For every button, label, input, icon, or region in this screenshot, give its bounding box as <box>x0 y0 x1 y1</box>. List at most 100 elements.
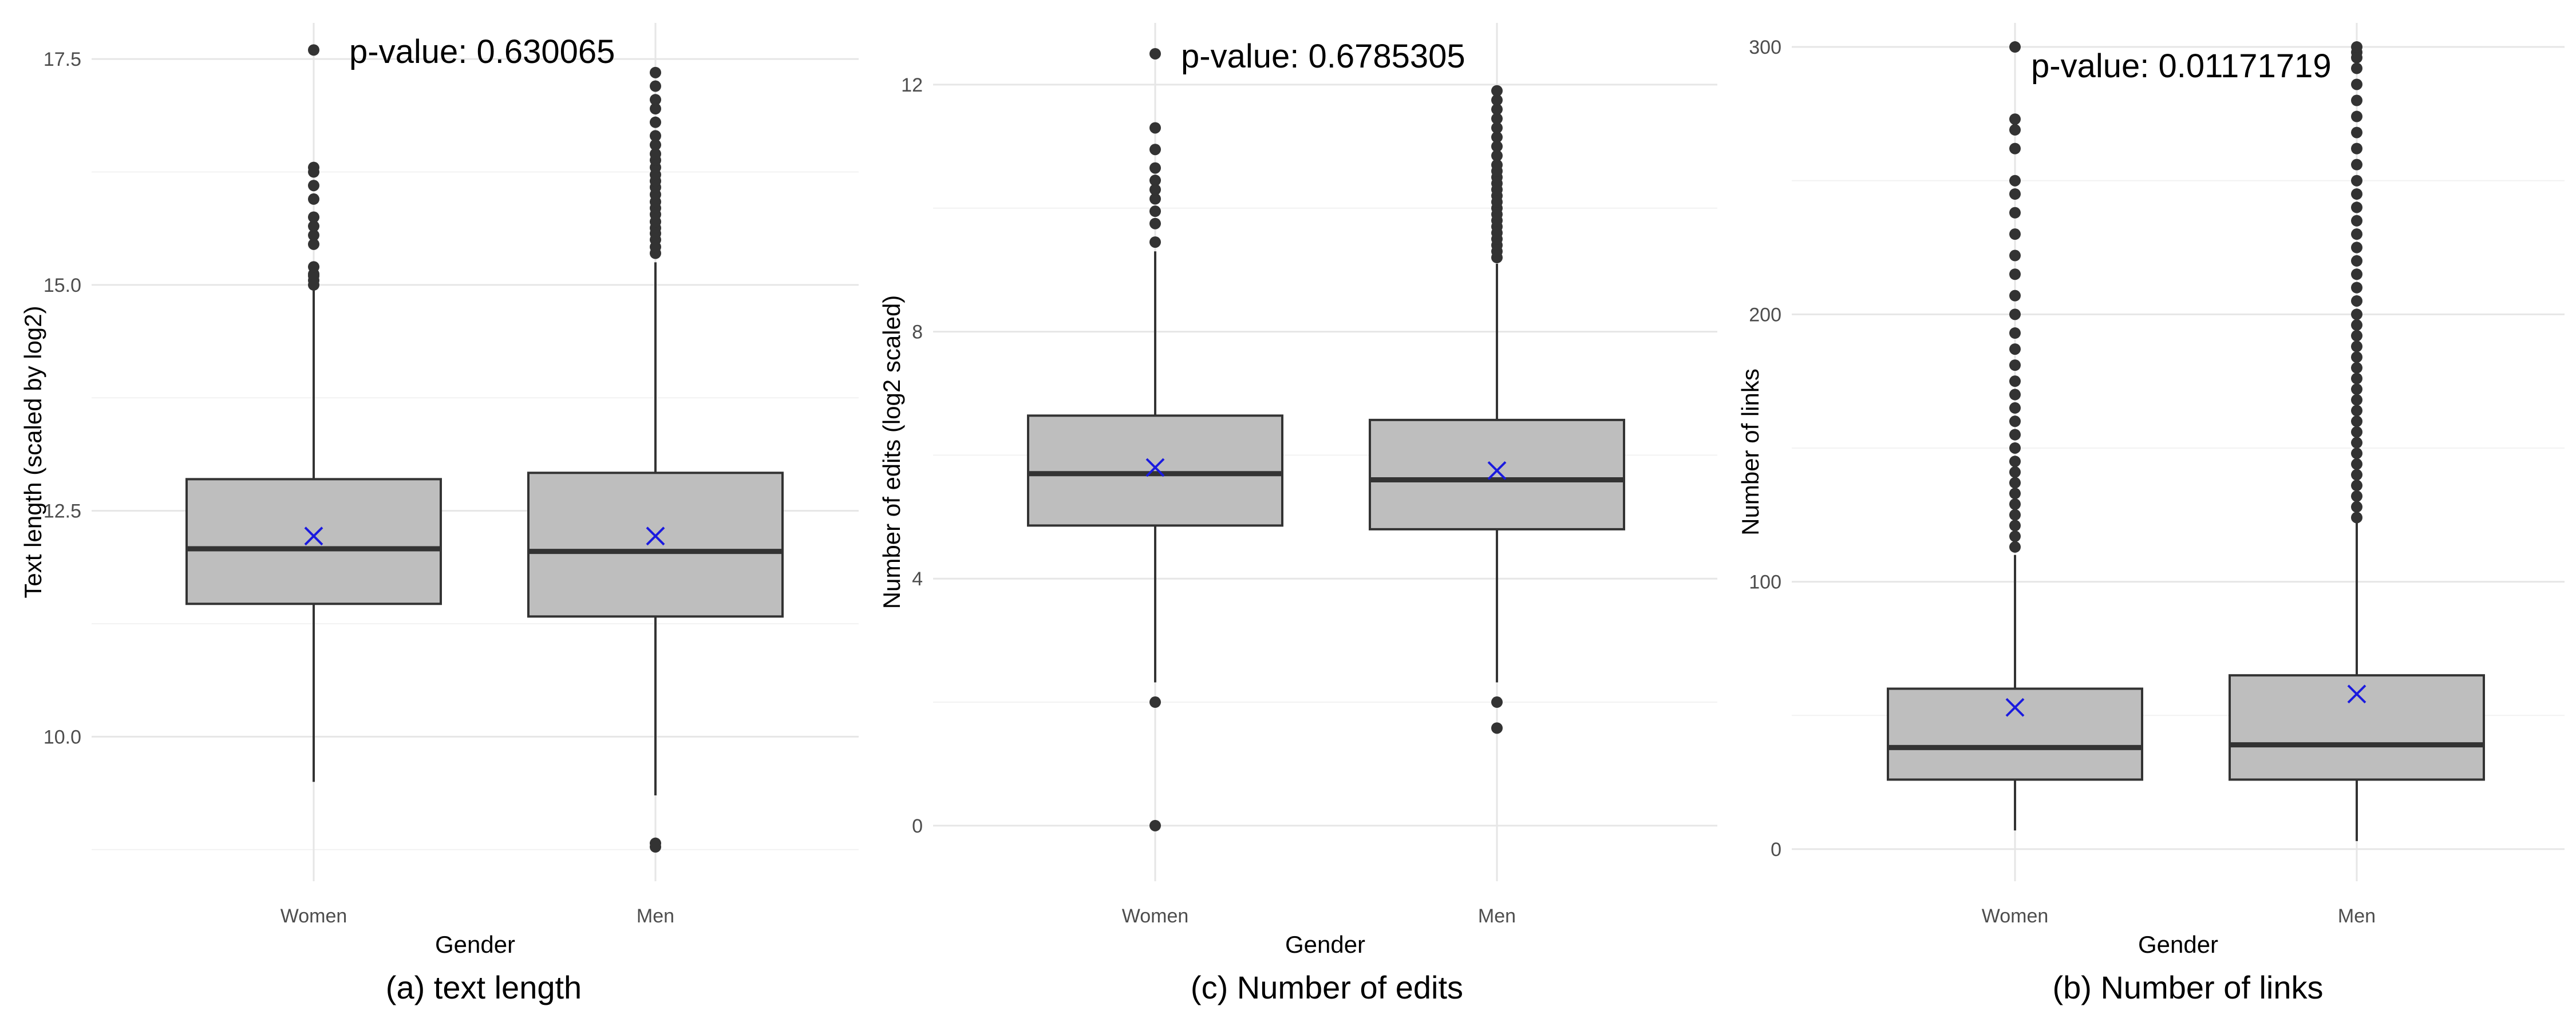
outlier-point <box>308 220 319 232</box>
outlier-point <box>308 261 319 273</box>
outlier-point <box>2351 175 2362 187</box>
outlier-point <box>1491 131 1503 143</box>
outlier-point <box>1491 150 1503 162</box>
outlier-point <box>2351 490 2362 502</box>
outlier-point <box>1149 144 1161 156</box>
outlier-point <box>650 116 661 128</box>
outlier-point <box>1149 122 1161 134</box>
p-value-annotation: p-value: 0.630065 <box>349 33 615 70</box>
outlier-point <box>2009 389 2021 401</box>
outlier-point <box>2009 488 2021 500</box>
outlier-point <box>2351 405 2362 417</box>
outlier-point <box>650 94 661 106</box>
x-tick-label: Women <box>1982 905 2049 927</box>
outlier-point <box>1149 696 1161 708</box>
outlier-point <box>2351 373 2362 385</box>
outlier-point <box>650 130 661 142</box>
box-iqr <box>185 478 442 605</box>
outlier-point <box>1149 819 1161 831</box>
x-tick-label: Men <box>2338 905 2376 927</box>
box-iqr <box>1887 687 2143 781</box>
outlier-point <box>2351 501 2362 513</box>
outlier-point <box>2351 437 2362 449</box>
y-tick-label: 10.0 <box>44 726 81 748</box>
outlier-point <box>2009 429 2021 441</box>
outlier-point <box>1149 193 1161 205</box>
outlier-point <box>2351 308 2362 320</box>
outlier-point <box>2351 159 2362 171</box>
outlier-point <box>1491 722 1503 734</box>
x-tick-label: Men <box>637 905 674 927</box>
y-tick-label: 12 <box>901 74 923 96</box>
outlier-point <box>2009 228 2021 240</box>
outlier-point <box>308 161 319 173</box>
outlier-point <box>2009 466 2021 478</box>
outlier-point <box>2351 62 2362 74</box>
box-iqr <box>1027 414 1283 527</box>
outlier-point <box>1149 162 1161 174</box>
box-iqr <box>527 472 784 618</box>
outlier-point <box>2009 343 2021 355</box>
y-axis-title: Number of links <box>1737 369 1764 536</box>
outlier-point <box>2351 340 2362 352</box>
outlier-point <box>650 66 661 78</box>
outlier-point <box>2351 201 2362 213</box>
outlier-point <box>2009 268 2021 280</box>
subfigure-caption: (b) Number of links <box>2052 969 2323 1005</box>
outlier-point <box>2009 290 2021 302</box>
outlier-point <box>2009 402 2021 414</box>
y-tick-label: 8 <box>912 322 923 343</box>
x-tick-label: Women <box>1122 905 1189 927</box>
outlier-point <box>2351 480 2362 492</box>
outlier-point <box>308 238 319 250</box>
subfigure-caption: (c) Number of edits <box>1191 969 1463 1005</box>
x-axis-title: Gender <box>435 931 515 958</box>
y-tick-label: 4 <box>912 568 923 590</box>
outlier-point <box>1491 85 1503 97</box>
panel-number-of-links: 0 100 200 300 Women Men p-value: 0.01171719 Gen… <box>1737 23 2565 1005</box>
outlier-point <box>650 103 661 114</box>
y-tick-label: 12.5 <box>44 501 81 522</box>
outlier-point <box>2351 394 2362 406</box>
outlier-point <box>2009 41 2021 53</box>
outlier-point <box>308 229 319 241</box>
outlier-point <box>2351 78 2362 90</box>
outlier-point <box>2351 142 2362 154</box>
outlier-point <box>2009 175 2021 187</box>
outlier-point <box>2009 327 2021 339</box>
outlier-point <box>308 193 319 205</box>
outlier-point <box>2351 268 2362 280</box>
outlier-point <box>2009 359 2021 371</box>
outlier-point <box>1491 104 1503 116</box>
outlier-point <box>308 180 319 192</box>
mean-marker <box>2347 684 2366 704</box>
outlier-point <box>2351 241 2362 253</box>
outlier-point <box>1491 122 1503 134</box>
outlier-point <box>650 80 661 92</box>
outlier-point <box>1491 140 1503 152</box>
outlier-point <box>1149 175 1161 187</box>
outlier-point <box>2351 330 2362 342</box>
outlier-point <box>2351 215 2362 227</box>
mean-marker <box>304 526 323 546</box>
outlier-point <box>2351 94 2362 106</box>
outlier-point <box>2009 530 2021 542</box>
box-iqr <box>1369 418 1625 530</box>
y-axis-title: Number of edits (log2 scaled) <box>878 295 905 609</box>
outlier-point <box>2351 319 2362 331</box>
outlier-point <box>2009 498 2021 510</box>
outlier-point <box>2009 455 2021 468</box>
outlier-point <box>2009 541 2021 553</box>
x-axis-title: Gender <box>2138 931 2218 958</box>
outlier-point <box>2009 308 2021 320</box>
outlier-point <box>1491 94 1503 106</box>
outlier-point <box>2351 415 2362 427</box>
outlier-point <box>2009 520 2021 532</box>
outlier-point <box>650 139 661 151</box>
y-tick-label: 15.0 <box>44 275 81 296</box>
x-axis-title: Gender <box>1285 931 1365 958</box>
outlier-point <box>2009 113 2021 125</box>
outlier-point <box>2351 255 2362 267</box>
outlier-point <box>1149 217 1161 229</box>
